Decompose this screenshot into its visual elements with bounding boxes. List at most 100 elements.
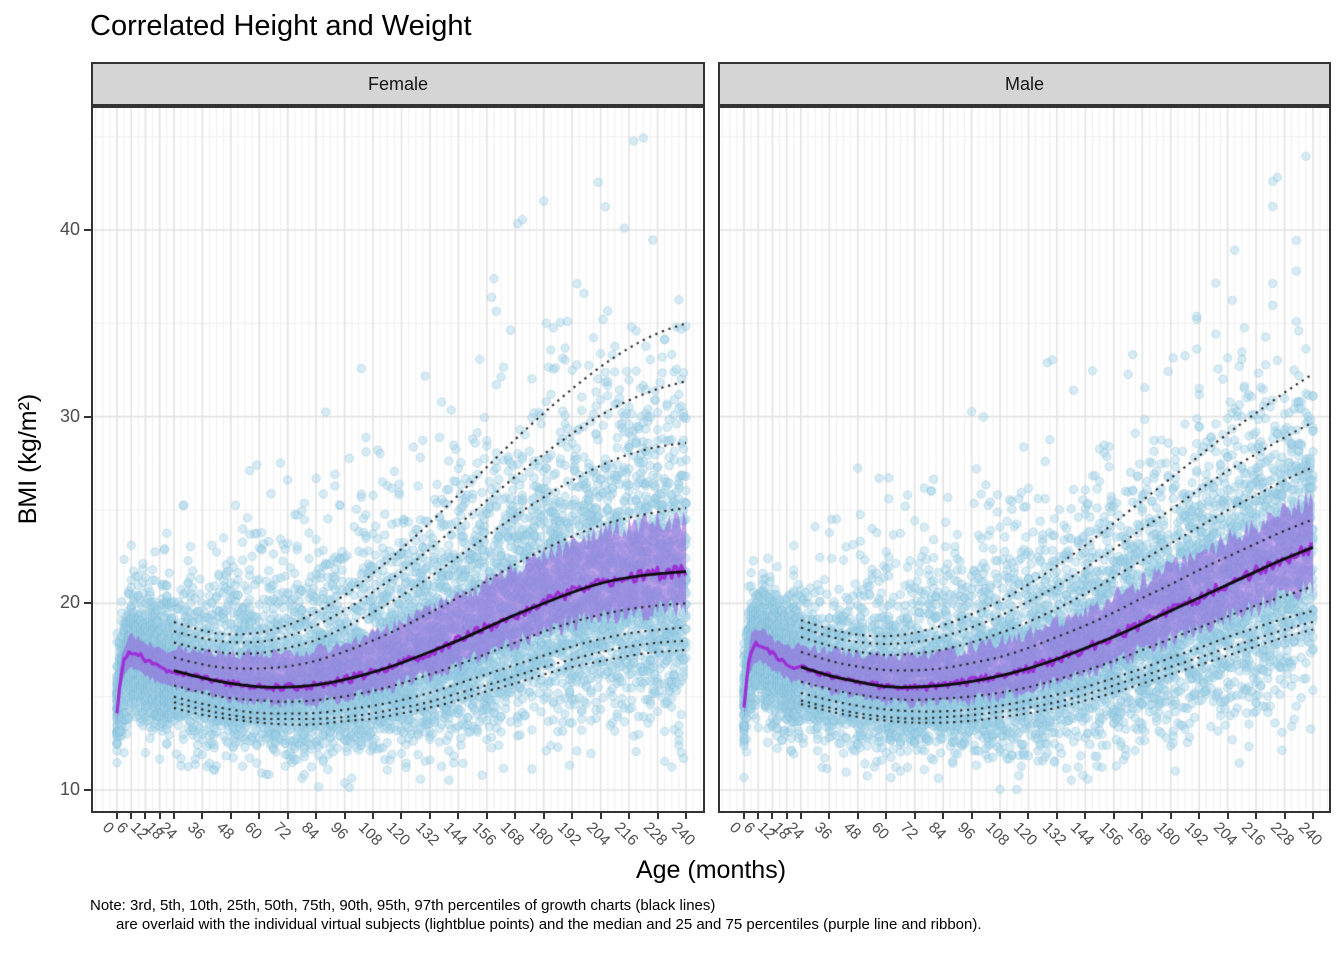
facet-strip-female: Female	[91, 62, 705, 106]
x-axis-tick	[656, 813, 659, 819]
y-axis-tick	[84, 228, 91, 231]
x-axis-tick-label: 108	[355, 819, 386, 850]
x-axis-tick-label: 156	[1095, 819, 1127, 850]
x-axis-tick-label: 228	[639, 819, 670, 850]
x-axis-tick	[542, 813, 545, 819]
x-axis-tick-label: 192	[554, 819, 585, 850]
x-axis-tick	[1283, 813, 1286, 819]
x-axis-tick	[428, 813, 431, 819]
x-axis-tick	[885, 813, 888, 819]
x-axis-tick-label: 60	[868, 819, 893, 844]
footnote-line-2: are overlaid with the individual virtual…	[116, 916, 982, 933]
x-axis-tick-label: 108	[982, 819, 1013, 850]
facet-strip-male: Male	[718, 62, 1331, 106]
x-axis-tick	[999, 813, 1002, 819]
x-axis-tick-label: 216	[1238, 819, 1269, 850]
x-axis-tick	[485, 813, 488, 819]
x-axis-tick-label: 120	[383, 819, 414, 850]
x-axis-tick-label: 72	[269, 819, 294, 844]
x-axis-tick	[172, 813, 175, 819]
facet-strip-female-label: Female	[367, 73, 429, 94]
x-axis-tick-label: 84	[298, 819, 323, 844]
x-axis-tick	[743, 813, 745, 819]
x-axis-tick-label: 240	[667, 819, 699, 850]
x-axis-tick-label: 144	[440, 819, 471, 850]
x-axis-tick	[1198, 813, 1201, 819]
y-axis-title: BMI (kg/m²)	[14, 393, 42, 525]
x-axis-tick-label: 36	[811, 819, 836, 844]
x-axis-tick	[130, 813, 133, 819]
x-axis-tick	[1141, 813, 1144, 819]
x-axis-tick	[1255, 813, 1258, 819]
x-axis-tick	[400, 813, 403, 819]
x-axis-tick	[757, 813, 760, 819]
x-axis-tick	[258, 813, 261, 819]
x-axis-tick-label: 132	[1038, 819, 1070, 850]
x-axis-tick-label: 168	[1124, 819, 1155, 850]
y-axis-tick-label: 40	[59, 218, 80, 239]
x-axis-tick-label: 204	[582, 819, 613, 850]
x-axis-tick	[799, 813, 802, 819]
x-axis-tick-label: 24	[782, 819, 808, 844]
x-axis-tick	[158, 813, 161, 819]
x-axis-tick	[229, 813, 232, 819]
x-axis-tick	[372, 813, 375, 819]
x-axis-tick	[1169, 813, 1172, 819]
x-axis-tick-label: 96	[326, 819, 351, 844]
x-axis-tick	[1027, 813, 1030, 819]
x-axis-tick	[913, 813, 916, 819]
x-axis-tick	[1055, 813, 1058, 819]
x-axis-tick	[343, 813, 346, 819]
x-axis-tick	[144, 813, 147, 819]
x-axis-tick	[1084, 813, 1087, 819]
x-axis-tick-label: 204	[1209, 819, 1240, 850]
x-axis-tick-label: 216	[611, 819, 642, 850]
x-axis-tick-label: 192	[1181, 819, 1212, 850]
x-axis-tick-label: 60	[241, 819, 266, 844]
female-panel-canvas	[93, 108, 703, 811]
y-axis-tick	[84, 602, 91, 605]
x-axis-tick	[828, 813, 831, 819]
x-axis-tick-label: 240	[1294, 819, 1326, 850]
x-axis-tick	[1226, 813, 1229, 819]
x-axis-tick	[970, 813, 973, 819]
x-axis-tick-label: 228	[1266, 819, 1297, 850]
x-axis-tick-label: 48	[212, 819, 237, 844]
chart-title: Correlated Height and Weight	[90, 10, 472, 42]
male-panel-canvas	[720, 108, 1329, 811]
x-axis-tick-label: 156	[468, 819, 500, 850]
x-axis-tick-label: 180	[525, 819, 557, 850]
x-axis-tick-label: 84	[925, 819, 950, 844]
x-axis-tick-label: 144	[1067, 819, 1098, 850]
x-axis-tick	[684, 813, 687, 819]
x-axis-tick	[785, 813, 788, 819]
x-axis-tick	[514, 813, 517, 819]
facet-strip-male-label: Male	[1004, 73, 1044, 94]
x-axis-tick	[286, 813, 289, 819]
x-axis-tick	[628, 813, 631, 819]
x-axis-tick	[1112, 813, 1115, 819]
y-axis-tick-label: 10	[59, 779, 80, 799]
x-axis-tick	[201, 813, 204, 819]
plot-panel-female	[91, 106, 705, 813]
x-axis-tick-label: 132	[411, 819, 443, 850]
x-axis-tick-label: 36	[184, 819, 209, 844]
x-axis-tick	[599, 813, 602, 819]
footnote-line-1: Note: 3rd, 5th, 10th, 25th, 50th, 75th, …	[90, 897, 716, 914]
x-axis-tick-label: 48	[839, 819, 864, 844]
x-axis-tick	[571, 813, 574, 819]
x-axis-tick	[942, 813, 945, 819]
x-axis-tick	[771, 813, 774, 819]
x-axis-tick	[1311, 813, 1314, 819]
x-axis-tick-label: 96	[953, 819, 978, 844]
x-axis-title: Age (months)	[635, 856, 787, 884]
x-axis-tick-label: 180	[1152, 819, 1184, 850]
y-axis-tick-label: 30	[59, 405, 80, 426]
x-axis-tick-label: 168	[497, 819, 528, 850]
x-axis-tick-label: 72	[896, 819, 921, 844]
x-axis-tick	[315, 813, 318, 819]
x-axis-tick-label: 24	[155, 819, 181, 844]
x-axis-tick	[457, 813, 460, 819]
y-axis-tick	[84, 415, 91, 418]
